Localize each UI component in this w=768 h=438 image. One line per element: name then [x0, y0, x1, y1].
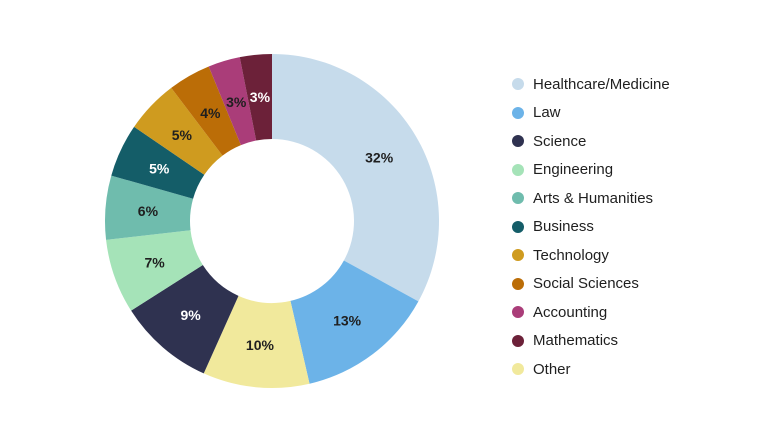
legend-swatch [512, 249, 524, 262]
slice-label-science: 9% [180, 307, 201, 323]
legend-swatch [512, 306, 524, 319]
slice-business [111, 126, 205, 199]
legend-item-science: Science [512, 127, 670, 156]
legend-swatch [512, 192, 524, 205]
slice-healthcare-medicine [272, 54, 439, 302]
slice-other [203, 295, 310, 388]
legend-swatch [512, 135, 524, 148]
legend-item-other: Other [512, 355, 670, 384]
slice-label-healthcare-medicine: 32% [365, 150, 394, 166]
slice-mathematics [239, 54, 272, 141]
legend-swatch [512, 163, 524, 176]
legend-item-technology: Technology [512, 241, 670, 270]
legend-label: Accounting [533, 303, 608, 321]
legend-swatch [512, 334, 524, 347]
legend: Healthcare/Medicine Law Science Engineering… [512, 70, 670, 384]
legend-swatch [512, 220, 524, 233]
slice-arts-and-humanities [105, 175, 194, 240]
slice-label-technology: 5% [172, 127, 193, 143]
slice-law [290, 260, 419, 384]
slice-label-law: 13% [333, 312, 362, 328]
legend-item-engineering: Engineering [512, 156, 670, 185]
legend-item-healthcare-medicine: Healthcare/Medicine [512, 70, 670, 99]
slice-technology [134, 87, 223, 175]
legend-item-business: Business [512, 213, 670, 242]
legend-label: Other [533, 360, 571, 378]
slice-science [131, 265, 239, 374]
legend-swatch [512, 363, 524, 376]
slice-label-engineering: 7% [145, 255, 166, 271]
legend-label: Law [533, 104, 561, 122]
legend-label: Healthcare/Medicine [533, 75, 670, 93]
slice-engineering [106, 230, 203, 311]
legend-label: Technology [533, 246, 609, 264]
legend-label: Mathematics [533, 332, 619, 350]
legend-label: Social Sciences [533, 275, 639, 293]
legend-label: Engineering [533, 161, 614, 179]
legend-swatch [512, 106, 524, 119]
slice-social-sciences [171, 66, 241, 156]
legend-item-arts-and-humanities: Arts & Humanities [512, 184, 670, 213]
slice-accounting [208, 57, 257, 146]
legend-label: Business [533, 218, 594, 236]
legend-swatch [512, 277, 524, 290]
legend-label: Science [533, 132, 587, 150]
legend-item-accounting: Accounting [512, 298, 670, 327]
slice-label-business: 5% [149, 160, 170, 176]
slice-label-mathematics: 3% [250, 89, 271, 105]
legend-item-mathematics: Mathematics [512, 327, 670, 356]
slice-label-arts-and-humanities: 6% [138, 203, 159, 219]
slice-label-other: 10% [246, 337, 275, 353]
legend-label: Arts & Humanities [533, 189, 654, 207]
slice-label-social-sciences: 4% [200, 105, 221, 121]
slice-label-accounting: 3% [226, 94, 247, 110]
legend-item-social-sciences: Social Sciences [512, 270, 670, 299]
legend-swatch [512, 78, 524, 91]
legend-item-law: Law [512, 99, 670, 128]
